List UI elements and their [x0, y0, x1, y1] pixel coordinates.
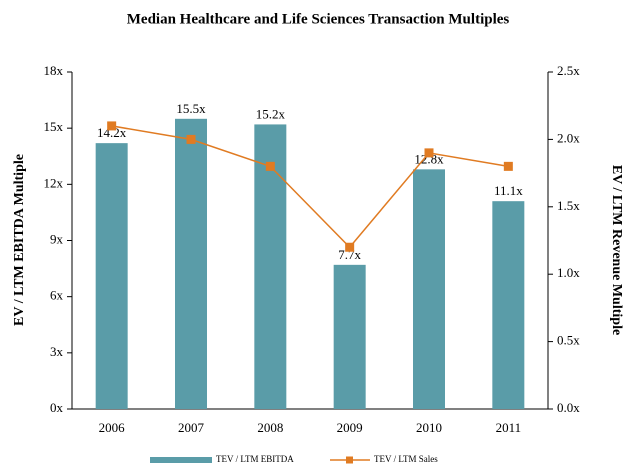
x-tick-label: 2010 [416, 420, 442, 435]
bar [254, 124, 287, 409]
bar [175, 118, 207, 410]
line-marker [186, 134, 196, 144]
x-tick-label: 2006 [99, 420, 126, 435]
y-axis-label: EV / LTM EBITDA Multiple [12, 154, 27, 326]
y2-tick-label: 1.5x [557, 198, 580, 213]
y2-tick-label: 1.0x [557, 265, 580, 280]
bar-value-label: 7.7x [338, 247, 361, 262]
line-marker [107, 121, 117, 131]
x-tick-label: 2008 [257, 420, 283, 435]
y2-tick-label: 0.0x [557, 400, 580, 415]
y2-tick-label: 2.0x [557, 130, 580, 145]
line-marker [345, 242, 355, 252]
bar [413, 169, 445, 409]
line [111, 125, 509, 249]
legend-label: TEV / LTM Sales [374, 454, 438, 464]
y-tick-label: 6x [50, 288, 64, 303]
x-tick-label: 2011 [496, 420, 522, 435]
bar [492, 201, 525, 409]
chart-title: Median Healthcare and Life Sciences Tran… [127, 11, 510, 27]
y-tick-label: 12x [44, 175, 64, 190]
y-tick-label: 9x [50, 231, 64, 246]
line-marker [424, 148, 434, 158]
y2-tick-label: 0.5x [557, 333, 580, 348]
bar [333, 264, 366, 409]
legend-label: TEV / LTM EBITDA [216, 454, 294, 464]
y-tick-label: 18x [44, 63, 64, 78]
bar-value-label: 14.2x [97, 125, 127, 140]
legend-swatch [346, 456, 353, 464]
bar-value-label: 15.2x [256, 106, 286, 121]
y2-tick-label: 2.5x [557, 63, 580, 78]
y-tick-label: 0x [50, 400, 64, 415]
y-tick-label: 15x [44, 119, 64, 134]
x-tick-label: 2009 [337, 420, 363, 435]
line-marker [265, 161, 275, 171]
line-marker [503, 161, 513, 171]
x-tick-label: 2007 [178, 420, 205, 435]
y2-axis-label: EV / LTM Revenue Multiple [609, 165, 624, 335]
bar-value-label: 15.5x [176, 101, 206, 116]
y-tick-label: 3x [50, 344, 64, 359]
legend-swatch [150, 457, 212, 463]
bar [95, 143, 128, 409]
bar-value-label: 11.1x [494, 183, 523, 198]
